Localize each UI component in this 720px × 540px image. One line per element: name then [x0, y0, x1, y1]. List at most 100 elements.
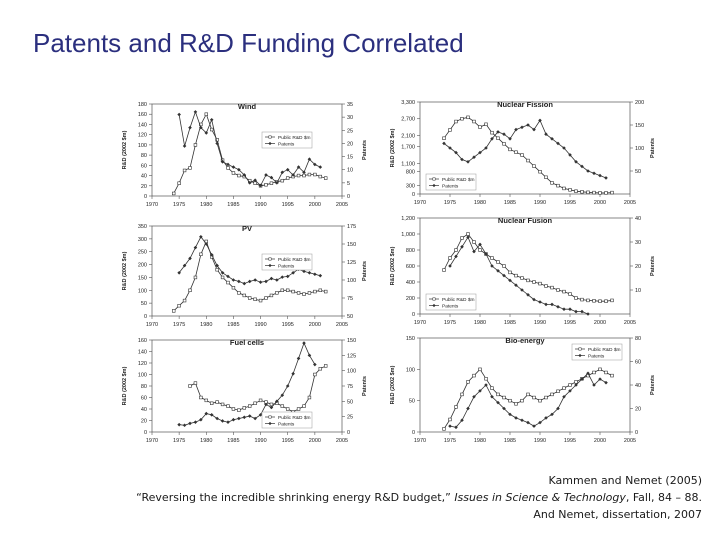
- x-tick-label: 1980: [200, 322, 212, 328]
- data-point: [442, 141, 446, 146]
- y2-tick-label: 25: [347, 128, 353, 134]
- y2-tick-label: 40: [635, 383, 641, 389]
- y2-tick-label: 75: [347, 296, 353, 302]
- data-point: [215, 416, 219, 421]
- data-point: [568, 292, 572, 296]
- data-point: [264, 279, 268, 284]
- data-point: [556, 288, 560, 292]
- data-point: [182, 168, 187, 173]
- data-point: [532, 297, 536, 302]
- x-tick-label: 2005: [336, 438, 348, 444]
- data-point: [286, 407, 290, 411]
- citation: Kammen and Nemet (2005) “Reversing the i…: [22, 472, 702, 523]
- data-point: [307, 395, 312, 400]
- y2-tick-label: 0: [347, 194, 350, 200]
- data-point: [490, 394, 494, 399]
- data-point: [484, 377, 488, 381]
- data-point: [604, 191, 608, 195]
- data-point: [269, 402, 274, 407]
- data-point: [199, 125, 203, 130]
- x-tick-label: 1990: [254, 202, 266, 208]
- data-point: [586, 169, 590, 173]
- data-point: [275, 399, 279, 404]
- data-point: [496, 269, 500, 273]
- y-tick-label: 0: [412, 192, 415, 198]
- data-point: [313, 362, 317, 367]
- data-point: [193, 245, 198, 250]
- data-point: [538, 281, 542, 286]
- y2-tick-label: 50: [347, 399, 353, 405]
- data-point: [514, 283, 518, 287]
- data-point: [574, 160, 578, 164]
- y2-tick-label: 100: [635, 146, 644, 152]
- legend-box: [261, 411, 313, 429]
- data-point: [490, 137, 494, 141]
- data-point: [448, 264, 452, 268]
- data-point: [193, 275, 198, 280]
- data-point: [237, 408, 241, 412]
- data-point: [220, 160, 225, 164]
- y2-axis-label: Patents: [650, 375, 656, 395]
- data-point: [484, 146, 488, 150]
- data-point: [580, 309, 584, 314]
- data-point: [556, 389, 560, 393]
- y-tick-label: 350: [138, 224, 147, 230]
- data-point: [472, 249, 476, 254]
- x-tick-label: 1980: [200, 438, 212, 444]
- chart-title: Fuel cells: [230, 338, 264, 347]
- y-tick-label: 3,300: [401, 100, 415, 106]
- y-tick-label: 60: [141, 396, 147, 402]
- data-point: [204, 112, 208, 116]
- data-point: [586, 371, 590, 376]
- y2-tick-label: 20: [635, 407, 641, 413]
- y2-tick-label: 50: [347, 314, 353, 320]
- data-point: [556, 305, 560, 309]
- data-point: [318, 273, 323, 278]
- data-point: [574, 296, 578, 300]
- data-point: [204, 398, 208, 403]
- x-tick-label: 2000: [594, 200, 606, 206]
- y2-tick-label: 100: [347, 278, 356, 284]
- plot-frame: [151, 103, 343, 197]
- data-point: [204, 411, 209, 416]
- data-point: [280, 404, 284, 408]
- chart-title: Bio-energy: [505, 336, 545, 345]
- data-point: [454, 425, 458, 430]
- legend-swatch-marker: [268, 421, 272, 426]
- data-point: [520, 276, 524, 280]
- x-tick-label: 1980: [474, 438, 486, 444]
- data-point: [302, 269, 306, 274]
- legend-box: [571, 343, 623, 361]
- data-point: [598, 377, 602, 381]
- data-point: [538, 420, 542, 425]
- x-tick-label: 1980: [474, 200, 486, 206]
- data-point: [231, 286, 236, 290]
- data-point: [514, 150, 518, 154]
- y-tick-label: 400: [406, 280, 415, 286]
- y2-tick-label: 15: [347, 155, 353, 161]
- data-point: [520, 288, 524, 292]
- data-point: [580, 297, 584, 302]
- data-point: [264, 402, 268, 407]
- data-point: [307, 157, 312, 161]
- data-point: [193, 381, 198, 385]
- data-point: [550, 137, 554, 141]
- legend-swatch-marker: [268, 263, 272, 268]
- series-line: [449, 372, 607, 428]
- data-point: [258, 183, 263, 188]
- data-point: [442, 268, 446, 272]
- data-point: [520, 398, 524, 403]
- data-point: [544, 395, 548, 400]
- data-point: [209, 413, 214, 417]
- x-tick-label: 2005: [624, 320, 636, 326]
- data-point: [502, 406, 506, 411]
- data-point: [448, 128, 452, 132]
- x-tick-label: 1975: [173, 322, 185, 328]
- data-point: [313, 289, 317, 294]
- legend-label: Patents: [588, 353, 605, 359]
- data-point: [574, 309, 578, 314]
- data-point: [172, 191, 176, 196]
- y-tick-label: 100: [138, 373, 147, 379]
- data-point: [448, 424, 452, 428]
